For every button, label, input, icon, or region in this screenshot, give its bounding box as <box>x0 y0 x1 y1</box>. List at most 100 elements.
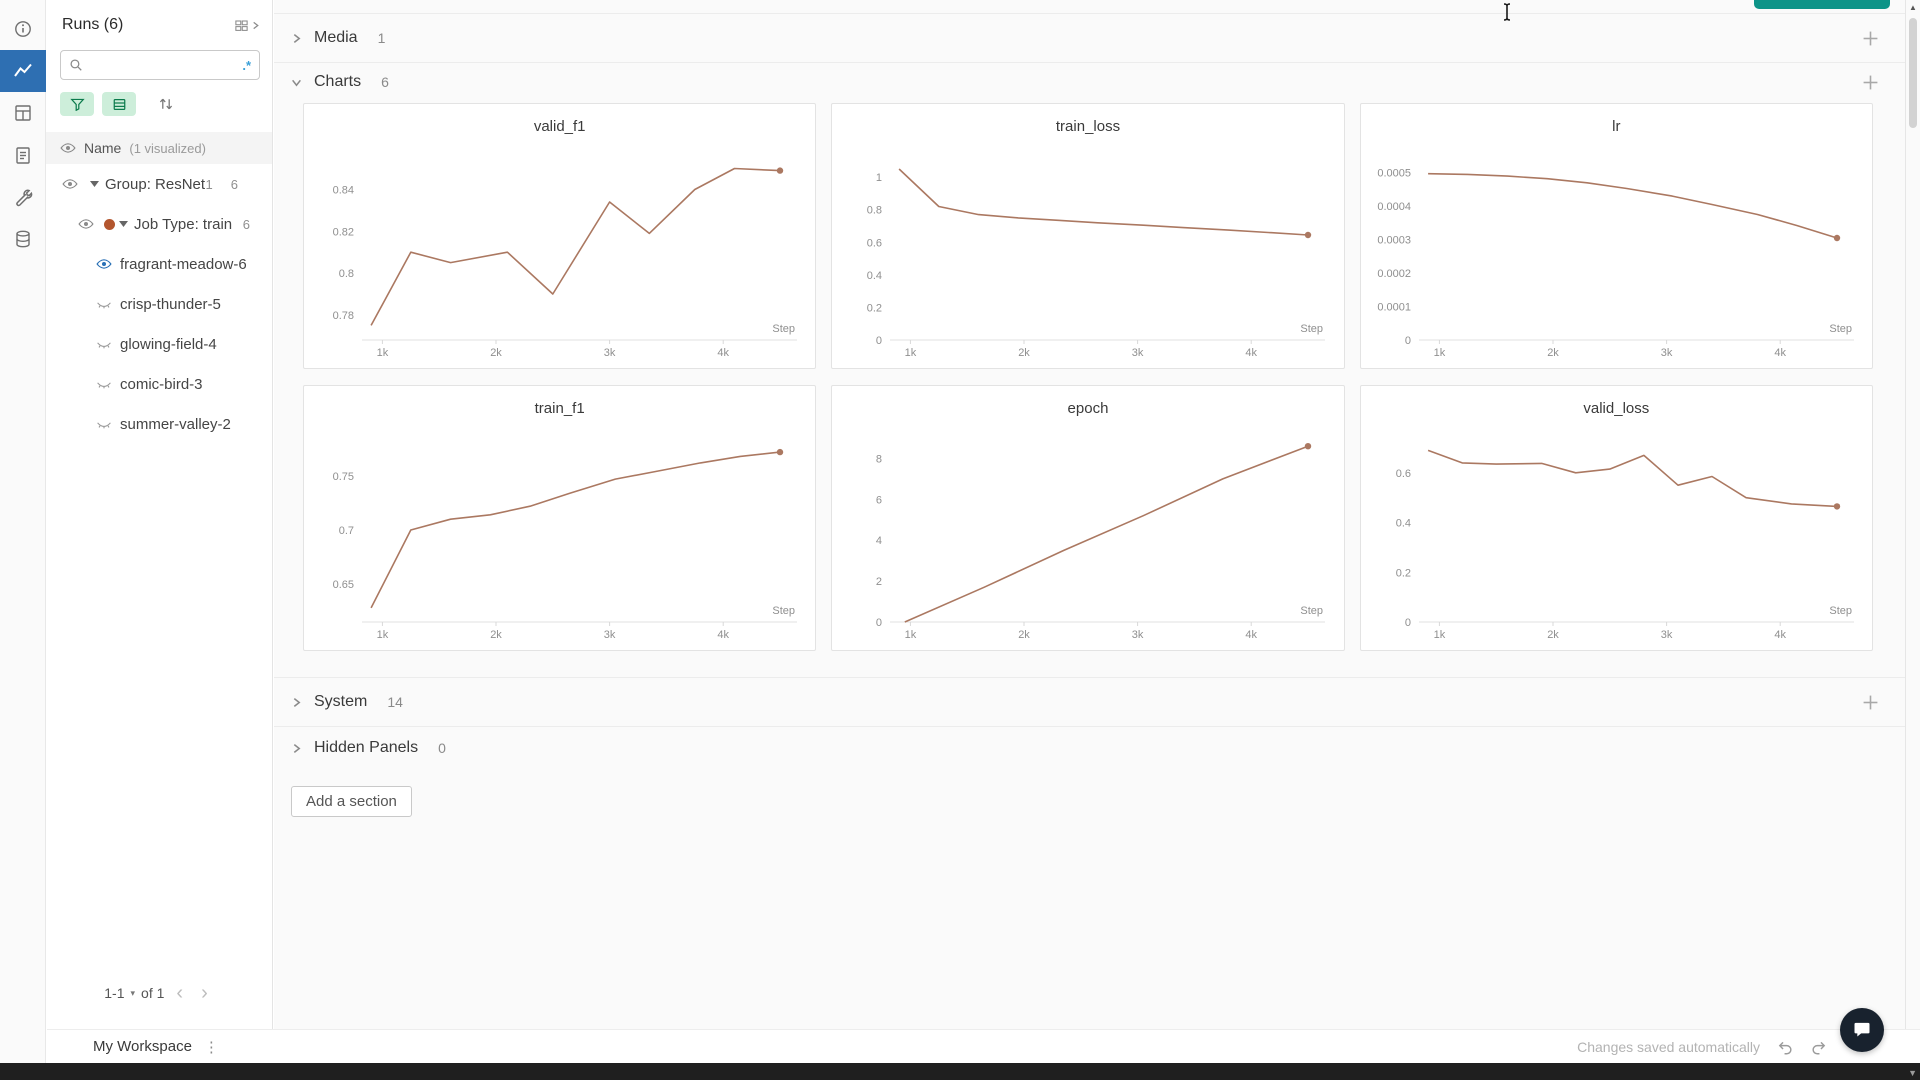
rail-tab-reports[interactable] <box>0 134 46 176</box>
eye-closed-icon[interactable] <box>96 376 112 392</box>
sort-runs-button[interactable] <box>158 96 174 112</box>
redo-button[interactable] <box>1810 1038 1828 1056</box>
run-name[interactable]: summer-valley-2 <box>120 415 231 433</box>
chart-title: valid_loss <box>1583 400 1650 417</box>
collapse-runs-panel-button[interactable] <box>234 18 260 33</box>
chart-panel-epoch[interactable]: epoch 0 2 4 6 8 1k 2k 3k 4k Step <box>831 385 1345 651</box>
svg-text:1k: 1k <box>377 347 389 359</box>
svg-text:0.2: 0.2 <box>867 302 882 314</box>
chevron-right-icon[interactable] <box>291 33 302 44</box>
rail-tab-sweeps[interactable] <box>0 176 46 218</box>
job-type-row-train[interactable]: Job Type: train 6 <box>46 204 272 244</box>
add-section-button[interactable]: Add a section <box>291 786 412 817</box>
page-size-caret-icon[interactable]: ▾ <box>130 987 136 998</box>
group-visualized-count: 1 <box>205 176 213 192</box>
run-row[interactable]: summer-valley-2 <box>46 404 272 444</box>
eye-closed-icon[interactable] <box>96 336 112 352</box>
page-range[interactable]: 1-1 <box>104 985 125 1001</box>
chevron-right-icon[interactable] <box>291 743 302 754</box>
svg-text:0.0002: 0.0002 <box>1377 268 1411 280</box>
svg-text:3k: 3k <box>1660 629 1672 641</box>
regex-toggle-button[interactable]: .* <box>242 57 251 73</box>
chart-panel-train-f1[interactable]: train_f1 0.65 0.7 0.75 1k 2k 3k 4k Step <box>303 385 817 651</box>
add-panel-button[interactable] <box>1862 74 1879 91</box>
run-row[interactable]: comic-bird-3 <box>46 364 272 404</box>
svg-text:1k: 1k <box>1433 629 1445 641</box>
info-button[interactable] <box>0 8 46 50</box>
undo-icon <box>1776 1038 1794 1056</box>
svg-text:3k: 3k <box>1660 347 1672 359</box>
search-icon <box>69 58 83 72</box>
run-name[interactable]: crisp-thunder-5 <box>120 295 221 313</box>
next-page-button[interactable]: › <box>201 982 208 1004</box>
svg-text:0.4: 0.4 <box>867 270 882 282</box>
run-row[interactable]: crisp-thunder-5 <box>46 284 272 324</box>
section-label-charts[interactable]: Charts <box>314 73 362 90</box>
scroll-up-arrow-icon[interactable]: ▲ <box>1909 3 1917 12</box>
eye-icon[interactable] <box>62 176 78 192</box>
runs-search-box: .* <box>60 50 260 80</box>
runs-toolbar <box>60 92 260 116</box>
run-name[interactable]: glowing-field-4 <box>120 335 217 353</box>
chart-panel-train-loss[interactable]: train_loss 0 0.2 0.4 0.6 0.8 1 1k 2k 3k 4k Step <box>831 103 1345 369</box>
svg-text:Step: Step <box>772 323 795 335</box>
svg-text:1k: 1k <box>905 347 917 359</box>
chart-panel-lr[interactable]: lr 0 0.0001 0.0002 0.0003 0.0004 0.0005 1k 2k 3k… <box>1359 103 1873 369</box>
workspace-menu-icon[interactable]: ⋮ <box>203 1038 220 1056</box>
job-type-label: Job Type: train <box>134 215 233 233</box>
eye-icon[interactable] <box>60 140 76 156</box>
chevron-right-icon[interactable] <box>291 697 302 708</box>
section-label-system[interactable]: System <box>314 693 368 710</box>
runs-header: Runs (6) <box>46 0 272 42</box>
redo-icon <box>1810 1038 1828 1056</box>
add-panel-button[interactable] <box>1862 30 1879 47</box>
section-charts: Charts 6 valid_f1 0.78 0.8 0.82 0.84 1k 2k 3k 4… <box>274 63 1905 678</box>
line-chart-plot: 0 0.0001 0.0002 0.0003 0.0004 0.0005 1k 2k 3k 4k S… <box>1361 148 1872 366</box>
rail-tab-tables[interactable] <box>0 92 46 134</box>
rail-tab-workspace-charts[interactable] <box>0 50 46 92</box>
section-label-media[interactable]: Media <box>314 29 358 46</box>
undo-button[interactable] <box>1776 1038 1794 1056</box>
runs-panel-title: Runs (6) <box>62 16 124 33</box>
caret-down-icon[interactable] <box>90 181 99 187</box>
column-header-name[interactable]: Name <box>84 140 122 156</box>
runs-search-input[interactable] <box>89 57 237 73</box>
group-runs-button[interactable] <box>102 92 136 116</box>
run-row[interactable]: fragrant-meadow-6 <box>46 244 272 284</box>
run-row[interactable]: glowing-field-4 <box>46 324 272 364</box>
eye-icon[interactable] <box>78 216 94 232</box>
svg-text:2k: 2k <box>1019 347 1031 359</box>
svg-text:Step: Step <box>772 605 795 617</box>
workspace-name[interactable]: My Workspace <box>93 1038 192 1055</box>
run-name[interactable]: fragrant-meadow-6 <box>120 255 247 273</box>
prev-page-button[interactable]: ‹ <box>176 982 184 1004</box>
rail-tab-artifacts[interactable] <box>0 218 46 260</box>
primary-action-button-partial[interactable] <box>1754 0 1890 9</box>
chevron-down-icon[interactable] <box>291 77 302 88</box>
chart-panel-valid-loss[interactable]: valid_loss 0 0.2 0.4 0.6 1k 2k 3k 4k Step <box>1359 385 1873 651</box>
run-group-row-resnet[interactable]: Group: ResNet 1 6 <box>46 164 272 204</box>
add-panel-button[interactable] <box>1862 694 1879 711</box>
support-chat-button[interactable] <box>1840 1008 1884 1052</box>
eye-closed-icon[interactable] <box>96 416 112 432</box>
scrollbar-thumb[interactable] <box>1909 18 1917 128</box>
svg-text:2k: 2k <box>490 629 502 641</box>
runs-list-header: Name (1 visualized) <box>46 132 272 164</box>
svg-text:0.4: 0.4 <box>1395 518 1410 530</box>
section-label-hidden-panels[interactable]: Hidden Panels <box>314 739 419 756</box>
eye-closed-icon[interactable] <box>96 296 112 312</box>
caret-down-icon[interactable] <box>119 221 128 227</box>
filter-runs-button[interactable] <box>60 92 94 116</box>
section-hidden-panels: Hidden Panels 0 <box>274 727 1905 769</box>
run-name[interactable]: comic-bird-3 <box>120 375 203 393</box>
section-count-media: 1 <box>377 30 386 46</box>
table-group-icon <box>112 97 127 112</box>
vertical-scrollbar[interactable]: ▲ ▼ <box>1905 0 1920 1063</box>
svg-text:3k: 3k <box>1132 347 1144 359</box>
svg-text:0.78: 0.78 <box>333 310 354 322</box>
charts-grid: valid_f1 0.78 0.8 0.82 0.84 1k 2k 3k 4k Step tra… <box>303 103 1873 651</box>
chart-panel-valid-f1[interactable]: valid_f1 0.78 0.8 0.82 0.84 1k 2k 3k 4k Step <box>303 103 817 369</box>
scroll-down-arrow-icon[interactable]: ▼ <box>1908 1068 1917 1078</box>
eye-open-icon[interactable] <box>96 256 112 272</box>
horizontal-scrollbar[interactable]: ▼ <box>0 1063 1920 1080</box>
